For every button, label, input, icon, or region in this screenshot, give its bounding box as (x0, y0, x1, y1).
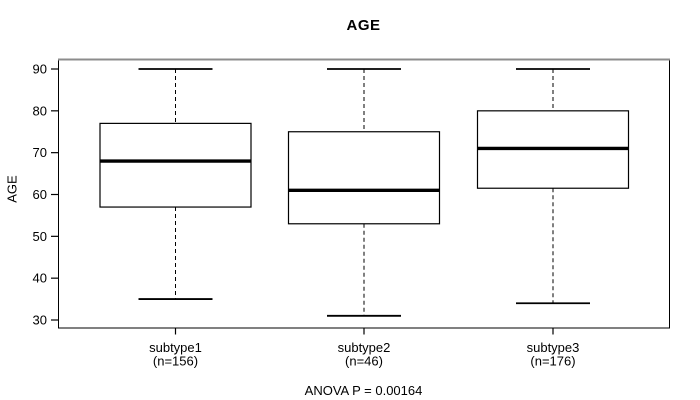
y-tick-label: 30 (33, 313, 47, 328)
group-label: subtype1 (149, 340, 202, 355)
y-tick-label: 90 (33, 62, 47, 77)
y-tick-label: 70 (33, 145, 47, 160)
group-sublabel: (n=156) (153, 354, 198, 369)
y-tick-label: 60 (33, 187, 47, 202)
y-tick-label: 80 (33, 103, 47, 118)
box-rect (287, 131, 441, 225)
group-label: subtype3 (527, 340, 580, 355)
box-rect (99, 122, 252, 208)
group-sublabel: (n=176) (530, 354, 575, 369)
y-tick-label: 50 (33, 229, 47, 244)
chart-title: AGE (346, 17, 381, 34)
group-sublabel: (n=46) (345, 354, 383, 369)
y-tick-label: 40 (33, 271, 47, 286)
group-label: subtype2 (338, 340, 391, 355)
anova-annotation: ANOVA P = 0.00164 (304, 383, 423, 398)
